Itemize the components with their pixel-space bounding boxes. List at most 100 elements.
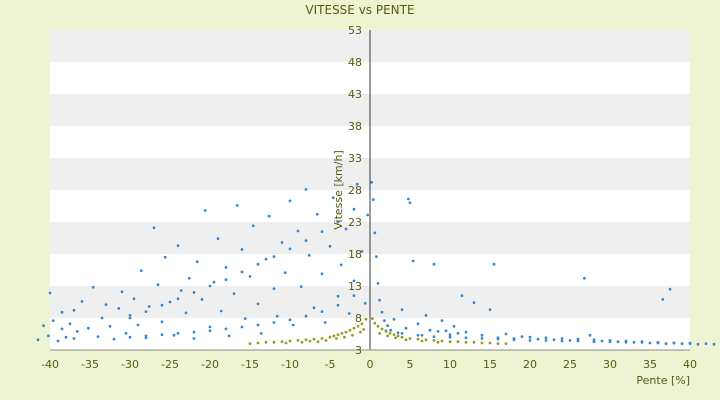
- data-point: [362, 328, 365, 331]
- data-point: [256, 302, 260, 306]
- data-point: [147, 305, 151, 308]
- data-point: [340, 332, 344, 335]
- data-point: [304, 188, 308, 191]
- data-point: [344, 227, 348, 231]
- data-point: [371, 317, 374, 320]
- data-point: [132, 297, 136, 301]
- data-point: [376, 324, 380, 328]
- data-point: [139, 269, 143, 272]
- data-point: [664, 342, 668, 345]
- data-point: [383, 319, 386, 322]
- y-tick-label: 23: [348, 216, 362, 229]
- data-point: [420, 333, 424, 337]
- data-point: [352, 326, 356, 330]
- chart-title: VITESSE vs PENTE: [305, 3, 414, 17]
- data-point: [300, 340, 304, 344]
- y-tick-label: 3: [355, 344, 362, 357]
- data-point: [404, 338, 408, 342]
- data-point: [160, 333, 164, 336]
- data-point: [488, 308, 492, 312]
- data-point: [232, 292, 236, 296]
- data-point: [324, 339, 328, 342]
- data-point: [407, 197, 410, 201]
- data-point: [460, 294, 464, 297]
- data-point: [320, 337, 324, 340]
- data-point: [380, 327, 384, 331]
- data-point: [200, 298, 204, 301]
- data-point: [100, 316, 104, 320]
- data-point: [288, 339, 292, 343]
- x-tick-label: -30: [121, 358, 139, 371]
- data-point: [72, 308, 76, 312]
- data-point: [352, 207, 356, 211]
- y-tick-label: 48: [348, 56, 362, 69]
- data-point: [323, 321, 327, 324]
- data-point: [504, 342, 508, 345]
- data-point: [304, 338, 308, 342]
- data-point: [235, 204, 239, 207]
- data-point: [240, 270, 244, 274]
- data-point: [272, 321, 276, 324]
- data-point: [624, 340, 628, 344]
- data-point: [304, 239, 308, 243]
- data-point: [424, 314, 428, 317]
- x-tick-label: 40: [683, 358, 697, 371]
- data-point: [208, 284, 212, 288]
- data-point: [364, 317, 368, 321]
- data-point: [316, 340, 320, 344]
- data-point: [331, 196, 335, 200]
- data-point: [552, 338, 556, 342]
- data-point: [42, 324, 45, 328]
- data-point: [128, 335, 132, 339]
- y-tick-label: 28: [348, 184, 362, 197]
- data-point: [160, 303, 164, 307]
- x-axis-label: Pente [%]: [636, 374, 690, 387]
- data-point: [96, 335, 100, 338]
- data-point: [195, 260, 199, 264]
- data-point: [256, 341, 260, 345]
- data-point: [375, 255, 378, 258]
- data-point: [248, 275, 252, 278]
- data-point: [336, 333, 340, 336]
- data-point: [360, 250, 364, 253]
- x-tick-label: 20: [523, 358, 537, 371]
- data-point: [376, 282, 380, 285]
- data-point: [272, 255, 276, 258]
- data-point: [456, 332, 460, 335]
- data-point: [452, 324, 456, 328]
- data-point: [120, 290, 124, 294]
- x-tick-label: -15: [241, 358, 259, 371]
- data-point: [520, 335, 524, 338]
- data-point: [64, 335, 68, 339]
- data-point: [264, 340, 268, 344]
- data-point: [176, 297, 180, 301]
- data-point: [384, 330, 388, 333]
- data-point: [352, 294, 356, 297]
- data-point: [172, 333, 176, 337]
- data-point: [203, 209, 207, 212]
- y-tick-label: 38: [348, 120, 362, 133]
- y-tick-label: 8: [355, 312, 362, 325]
- data-point: [176, 244, 180, 248]
- data-point: [404, 326, 408, 330]
- data-point: [388, 332, 392, 335]
- data-point: [420, 339, 424, 343]
- data-point: [347, 312, 351, 315]
- data-point: [80, 300, 84, 303]
- x-tick-label: 15: [483, 358, 497, 371]
- x-axis-ticks: -40 -35 -30 -25 -20 -15 -10 -5 0 5 10 15 20 25 30 35 40: [41, 358, 697, 371]
- data-point: [144, 310, 148, 313]
- data-point: [472, 301, 476, 304]
- x-tick-label: -40: [41, 358, 59, 371]
- data-point: [668, 287, 672, 291]
- data-point: [176, 332, 180, 335]
- data-point: [219, 309, 223, 313]
- data-point: [371, 198, 375, 202]
- data-point: [72, 337, 76, 340]
- data-point: [304, 314, 308, 318]
- data-point: [496, 337, 500, 341]
- data-point: [47, 334, 50, 338]
- data-point: [544, 339, 548, 342]
- x-tick-label: -10: [281, 358, 299, 371]
- data-point: [373, 231, 377, 235]
